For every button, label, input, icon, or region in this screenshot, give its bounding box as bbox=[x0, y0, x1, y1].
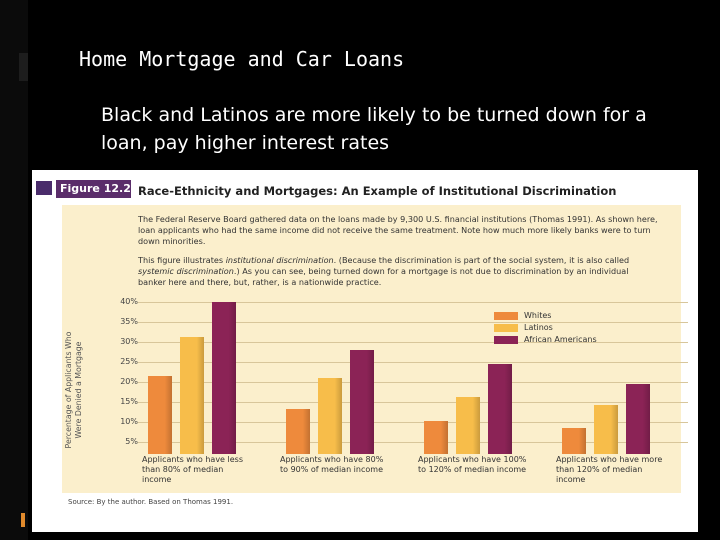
desc-text: .) As you can see, being turned down for… bbox=[138, 266, 629, 287]
legend-label: Latinos bbox=[524, 323, 553, 332]
x-category-label: Applicants who have 100% to 120% of medi… bbox=[418, 455, 527, 474]
desc-text: . (Because the discrimination is part of… bbox=[333, 255, 630, 265]
legend-label: African Americans bbox=[524, 335, 597, 344]
slide-title: Home Mortgage and Car Loans bbox=[79, 47, 405, 71]
bar-latinos bbox=[318, 377, 342, 454]
bar-african-americans bbox=[488, 363, 512, 454]
desc-text: This figure illustrates bbox=[138, 255, 226, 265]
gridline bbox=[138, 402, 688, 403]
figure-description-2: This figure illustrates institutional di… bbox=[138, 255, 658, 288]
bar-whites bbox=[286, 409, 310, 454]
gridline bbox=[138, 442, 688, 443]
legend-item: African Americans bbox=[494, 335, 614, 346]
bar-whites bbox=[424, 420, 448, 454]
left-accent-strip bbox=[0, 0, 28, 540]
legend-label: Whites bbox=[524, 311, 552, 320]
y-tick-label: 15% bbox=[120, 397, 138, 406]
desc-term: systemic discrimination bbox=[138, 266, 234, 276]
bar-latinos bbox=[594, 404, 618, 454]
figure-number-block bbox=[36, 181, 52, 195]
y-tick-label: 25% bbox=[120, 357, 138, 366]
legend-item: Latinos bbox=[494, 323, 614, 334]
bar-african-americans bbox=[626, 384, 650, 454]
gridline bbox=[138, 362, 688, 363]
bar-latinos bbox=[456, 396, 480, 454]
y-tick-label: 35% bbox=[120, 317, 138, 326]
y-tick-label: 10% bbox=[120, 417, 138, 426]
legend-swatch bbox=[494, 312, 518, 320]
desc-term: institutional discrimination bbox=[225, 255, 334, 265]
y-tick-label: 40% bbox=[120, 297, 138, 306]
accent-bar bbox=[19, 53, 28, 81]
figure-source: Source: By the author. Based on Thomas 1… bbox=[68, 498, 234, 506]
y-axis-label-text: Percentage of Applicants Who Were Denied… bbox=[64, 331, 83, 449]
y-tick-label: 20% bbox=[120, 377, 138, 386]
bar-whites bbox=[562, 428, 586, 454]
bar-whites bbox=[148, 375, 172, 454]
gridline bbox=[138, 422, 688, 423]
accent-dot bbox=[21, 513, 25, 527]
x-category-label: Applicants who have less than 80% of med… bbox=[142, 455, 243, 484]
legend-item: Whites bbox=[494, 311, 614, 322]
slide-subtitle: Black and Latinos are more likely to be … bbox=[101, 104, 647, 154]
gridline bbox=[138, 322, 688, 323]
x-category-label: Applicants who have 80% to 90% of median… bbox=[280, 455, 384, 474]
legend-swatch bbox=[494, 324, 518, 332]
gridline bbox=[138, 302, 688, 303]
figure-number: Figure 12.2 bbox=[56, 180, 131, 198]
legend-swatch bbox=[494, 336, 518, 344]
y-tick-label: 30% bbox=[120, 337, 138, 346]
figure-description: The Federal Reserve Board gathered data … bbox=[138, 214, 658, 246]
bar-latinos bbox=[180, 337, 204, 454]
bar-african-americans bbox=[350, 349, 374, 454]
figure-title: Race-Ethnicity and Mortgages: An Example… bbox=[138, 184, 617, 198]
x-category-label: Applicants who have more than 120% of me… bbox=[556, 455, 663, 484]
figure-image: Figure 12.2 Race-Ethnicity and Mortgages… bbox=[32, 170, 698, 532]
gridline bbox=[138, 382, 688, 383]
bar-african-americans bbox=[212, 301, 236, 454]
gridline bbox=[138, 342, 688, 343]
y-tick-label: 5% bbox=[125, 437, 138, 446]
